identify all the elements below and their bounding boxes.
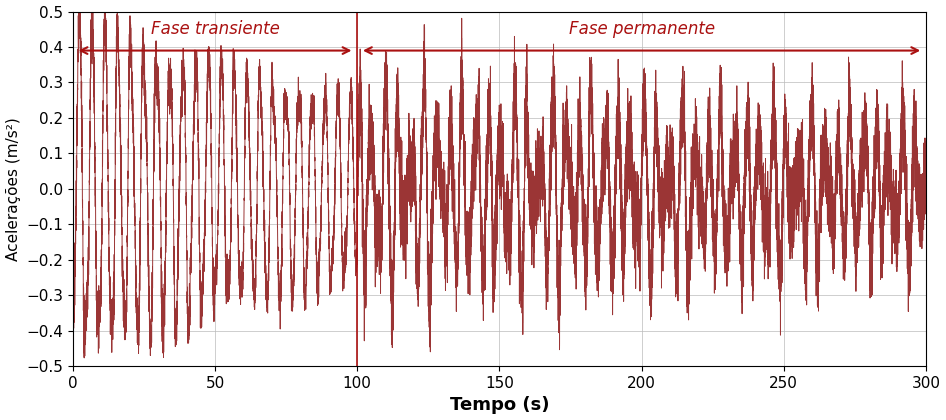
Text: Fase permanente: Fase permanente [569, 20, 714, 38]
Y-axis label: Acelerações (m/s²): Acelerações (m/s²) [6, 117, 21, 261]
Text: Fase transiente: Fase transiente [150, 20, 279, 38]
X-axis label: Tempo (s): Tempo (s) [449, 396, 549, 415]
